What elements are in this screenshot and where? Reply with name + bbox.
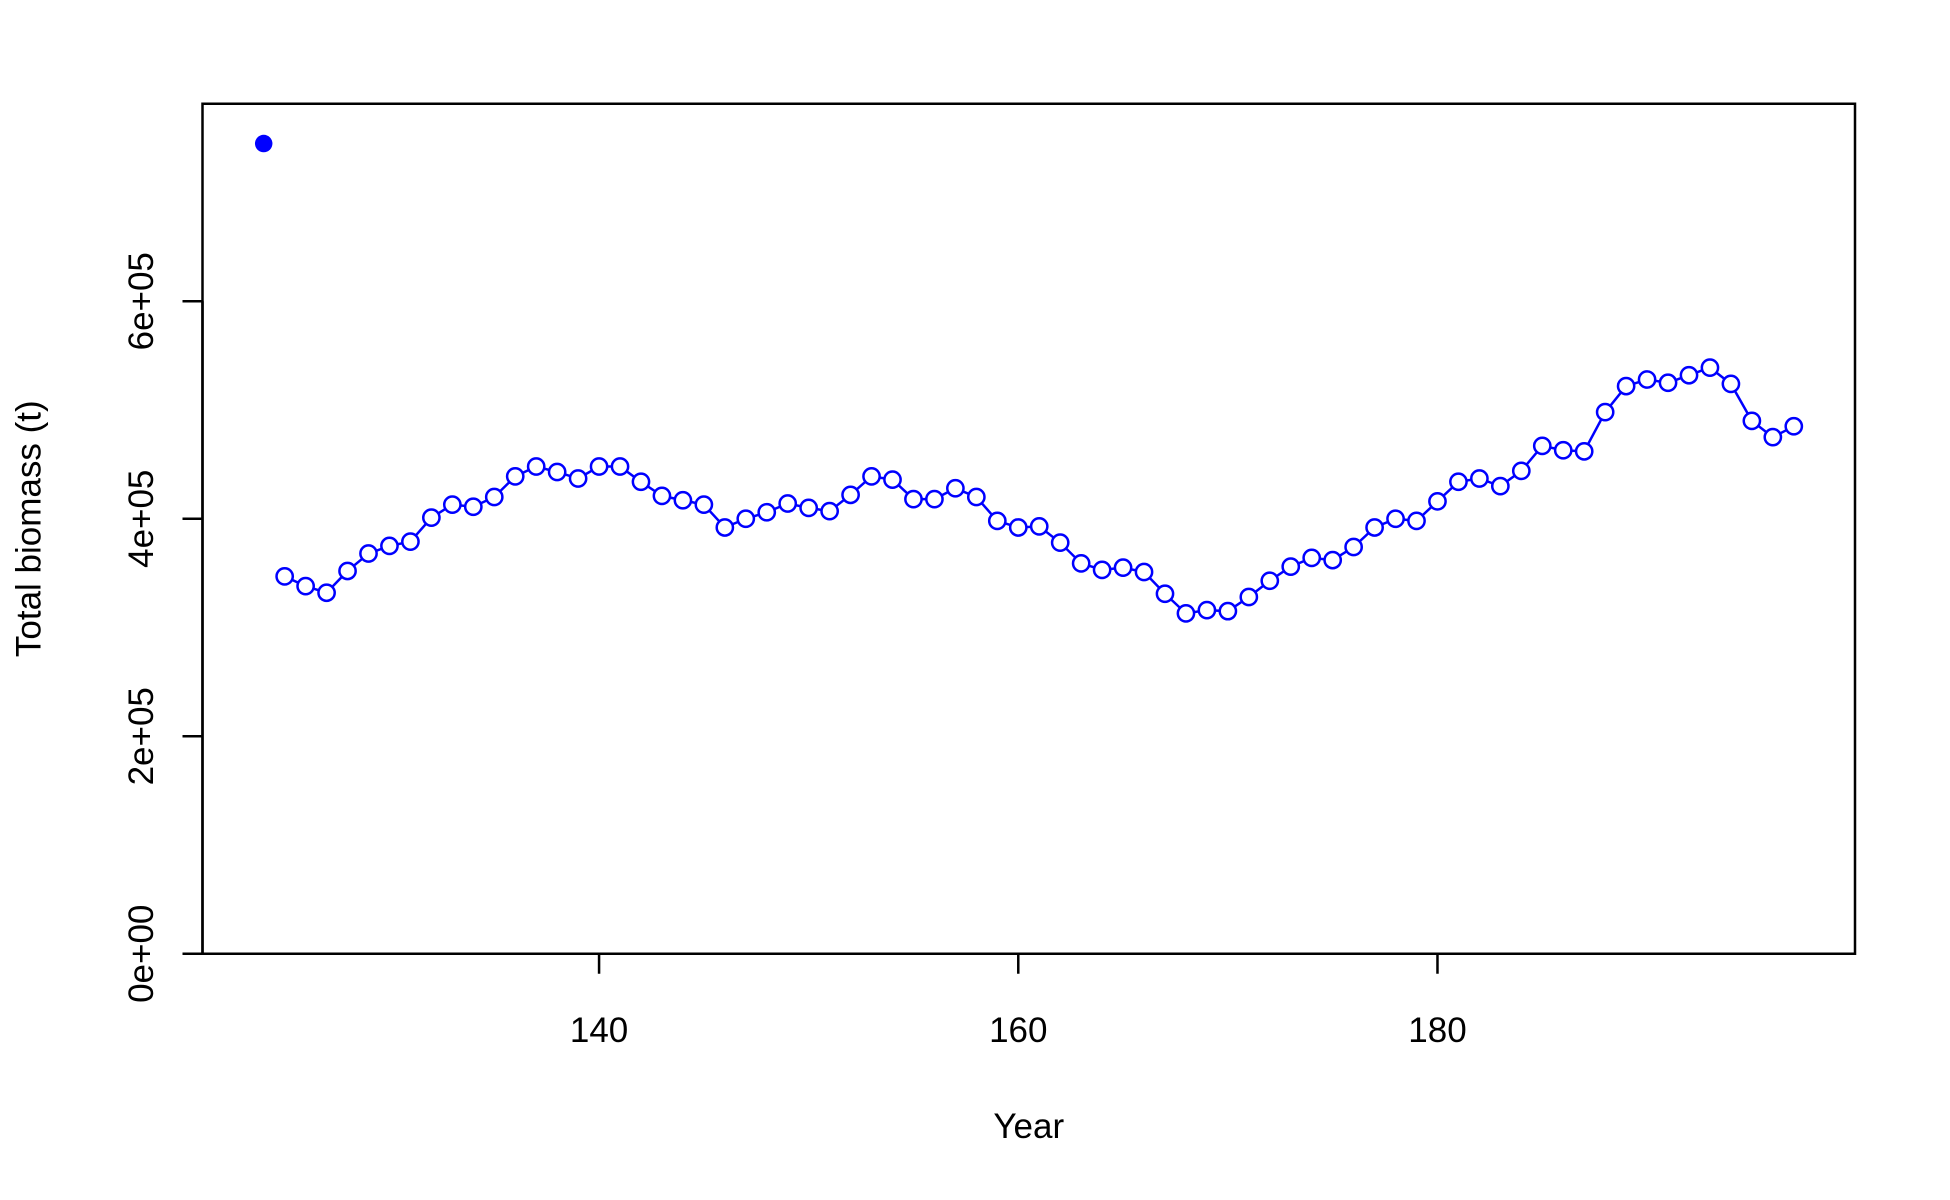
data-point xyxy=(422,508,441,528)
data-point xyxy=(1428,491,1447,511)
plot-box xyxy=(201,102,1857,955)
y-tick-label: 4e+05 xyxy=(122,470,161,568)
x-tick-label: 180 xyxy=(1408,1011,1466,1050)
data-point xyxy=(652,486,672,506)
data-point xyxy=(1679,365,1699,385)
data-point xyxy=(359,544,378,563)
x-axis-label: Year xyxy=(993,1107,1064,1146)
data-point xyxy=(505,466,525,486)
data-point xyxy=(1050,533,1070,553)
data-point xyxy=(1595,402,1615,422)
y-tick-label: 2e+05 xyxy=(122,687,161,785)
data-point xyxy=(1218,601,1238,621)
data-point xyxy=(1511,461,1531,481)
y-tick-label: 6e+05 xyxy=(122,252,161,350)
data-point xyxy=(1281,557,1301,576)
series-line xyxy=(284,366,1795,615)
data-point xyxy=(610,457,630,476)
data-point xyxy=(1658,373,1678,393)
data-point xyxy=(442,495,462,514)
data-point xyxy=(1616,376,1636,396)
data-point xyxy=(1532,436,1552,456)
data-point xyxy=(1344,537,1364,557)
data-point xyxy=(1637,370,1657,389)
data-point xyxy=(1239,587,1259,607)
data-point xyxy=(1008,518,1028,537)
data-point xyxy=(1407,511,1426,531)
data-point xyxy=(1365,518,1384,537)
data-point xyxy=(1700,358,1720,377)
data-point xyxy=(463,497,483,517)
data-point xyxy=(589,457,609,476)
data-point xyxy=(1197,600,1217,620)
data-point xyxy=(966,487,986,507)
data-point xyxy=(484,487,504,507)
data-point xyxy=(296,576,315,596)
data-point xyxy=(1721,374,1741,394)
data-point xyxy=(904,489,923,509)
data-point xyxy=(547,462,567,482)
data-point xyxy=(1071,553,1091,573)
data-point xyxy=(526,457,546,476)
data-point xyxy=(1134,562,1154,582)
data-point xyxy=(254,134,273,153)
data-point xyxy=(987,511,1007,531)
data-point xyxy=(1260,571,1280,591)
data-point xyxy=(925,489,944,509)
data-point xyxy=(1113,558,1133,578)
data-point xyxy=(694,495,714,514)
data-point xyxy=(380,536,399,556)
data-point xyxy=(841,485,860,505)
data-point xyxy=(1155,584,1175,604)
data-point xyxy=(673,490,693,510)
data-point xyxy=(338,561,357,581)
data-point xyxy=(883,470,902,489)
data-point xyxy=(1553,440,1573,460)
data-point xyxy=(1386,509,1405,529)
data-point xyxy=(1323,550,1343,570)
x-tick-label: 140 xyxy=(570,1011,628,1050)
data-point xyxy=(946,478,965,498)
y-tick-label: 0e+00 xyxy=(122,905,161,1003)
data-point xyxy=(1574,441,1594,461)
data-point xyxy=(1176,603,1196,623)
data-point xyxy=(317,583,336,603)
data-point xyxy=(1092,560,1112,580)
data-point xyxy=(778,494,798,513)
data-point xyxy=(1029,516,1049,536)
data-point xyxy=(1490,476,1510,496)
data-point xyxy=(1302,548,1322,568)
data-point xyxy=(1470,469,1489,488)
data-point xyxy=(401,532,420,551)
data-point xyxy=(799,498,819,518)
data-point xyxy=(1449,472,1468,492)
data-point xyxy=(862,466,881,486)
y-axis-label: Total biomass (t) xyxy=(10,400,49,657)
data-point xyxy=(275,567,295,586)
data-point xyxy=(757,502,777,522)
data-point xyxy=(820,501,840,521)
data-point xyxy=(568,469,588,488)
data-point xyxy=(1742,411,1762,431)
data-point xyxy=(736,509,756,529)
data-point xyxy=(715,518,735,537)
data-point xyxy=(1763,427,1783,447)
x-tick-label: 160 xyxy=(989,1011,1047,1050)
data-point xyxy=(1784,416,1804,436)
data-point xyxy=(631,472,651,492)
